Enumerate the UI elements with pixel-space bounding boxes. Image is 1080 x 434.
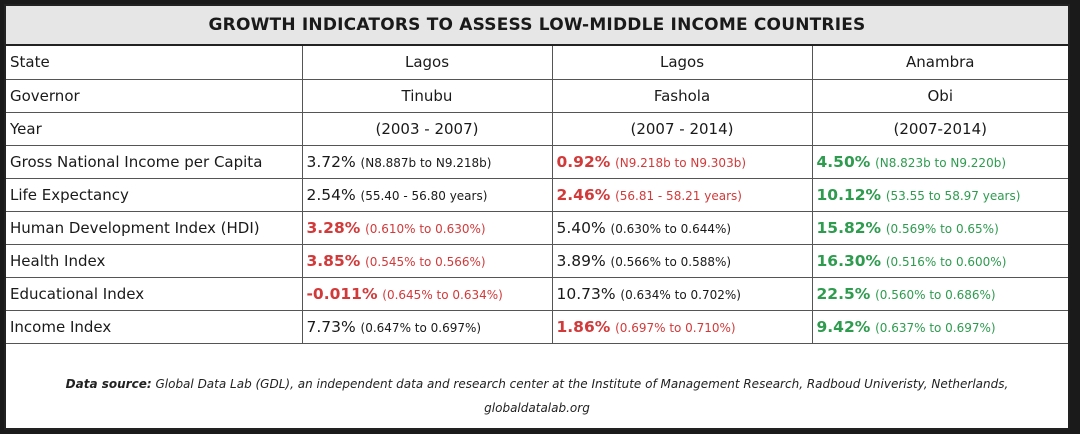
header-cell: Lagos (302, 46, 553, 80)
percent-value: 10.12% (816, 185, 882, 204)
indicator-table: State Lagos Lagos Anambra Governor Tinubu Fash… (6, 46, 1068, 344)
range-value: (N9.218b to N9.303b) (615, 155, 746, 170)
data-source-note: Data source: Global Data Lab (GDL), an i… (6, 372, 1068, 420)
row-label: Health Index (6, 244, 303, 278)
value-cell: 3.85% (0.545% to 0.566%) (302, 244, 553, 278)
percent-value: 3.72% (306, 152, 356, 171)
range-value: (0.560% to 0.686%) (875, 287, 996, 302)
row-label: Year (6, 112, 303, 146)
range-value: (0.610% to 0.630%) (365, 221, 486, 236)
value-cell: 3.28% (0.610% to 0.630%) (302, 211, 553, 245)
table-title: GROWTH INDICATORS TO ASSESS LOW-MIDDLE I… (6, 6, 1068, 46)
percent-value: 7.73% (306, 317, 356, 336)
header-cell: (2007 - 2014) (552, 112, 813, 146)
range-value: (0.645% to 0.634%) (382, 287, 503, 302)
value-cell: 3.89% (0.566% to 0.588%) (552, 244, 813, 278)
indicator-table-card: GROWTH INDICATORS TO ASSESS LOW-MIDDLE I… (4, 4, 1070, 430)
range-value: (0.630% to 0.644%) (610, 221, 732, 236)
row-label: Human Development Index (HDI) (6, 211, 303, 245)
table-row: Income Index 7.73% (0.647% to 0.697%) 1.86… (6, 310, 1068, 344)
table-row: State Lagos Lagos Anambra (6, 46, 1068, 80)
value-cell: 2.54% (55.40 - 56.80 years) (302, 178, 553, 212)
row-label: Gross National Income per Capita (6, 145, 303, 179)
row-label: Educational Index (6, 277, 303, 311)
percent-value: 2.46% (556, 185, 611, 204)
percent-value: 3.89% (556, 251, 606, 270)
table-row: Health Index 3.85% (0.545% to 0.566%) 3.89… (6, 244, 1068, 278)
source-prefix: Data source: (65, 377, 152, 391)
value-cell: 2.46% (56.81 - 58.21 years) (552, 178, 813, 212)
range-value: (N8.887b to N9.218b) (360, 155, 492, 170)
table-row: Governor Tinubu Fashola Obi (6, 79, 1068, 113)
percent-value: -0.011% (306, 284, 378, 303)
percent-value: 10.73% (556, 284, 616, 303)
percent-value: 22.5% (816, 284, 871, 303)
range-value: (0.569% to 0.65%) (885, 221, 999, 236)
header-cell: Obi (812, 79, 1068, 113)
percent-value: 9.42% (816, 317, 871, 336)
header-cell: Lagos (552, 46, 813, 80)
range-value: (55.40 - 56.80 years) (360, 188, 488, 203)
range-value: (56.81 - 58.21 years) (615, 188, 742, 203)
row-label: Income Index (6, 310, 303, 344)
percent-value: 4.50% (816, 152, 871, 171)
table-row: Life Expectancy 2.54% (55.40 - 56.80 year… (6, 178, 1068, 212)
value-cell: 22.5% (0.560% to 0.686%) (812, 277, 1068, 311)
percent-value: 15.82% (816, 218, 882, 237)
value-cell: -0.011% (0.645% to 0.634%) (302, 277, 553, 311)
range-value: (0.637% to 0.697%) (875, 320, 996, 335)
value-cell: 10.73% (0.634% to 0.702%) (552, 277, 813, 311)
range-value: (0.647% to 0.697%) (360, 320, 482, 335)
range-value: (0.516% to 0.600%) (885, 254, 1007, 269)
header-cell: Fashola (552, 79, 813, 113)
table-body: State Lagos Lagos Anambra Governor Tinubu Fash… (6, 46, 1068, 344)
percent-value: 2.54% (306, 185, 356, 204)
range-value: (0.545% to 0.566%) (365, 254, 486, 269)
value-cell: 15.82% (0.569% to 0.65%) (812, 211, 1068, 245)
table-row: Year (2003 - 2007) (2007 - 2014) (2007-2014… (6, 112, 1068, 146)
value-cell: 4.50% (N8.823b to N9.220b) (812, 145, 1068, 179)
value-cell: 10.12% (53.55 to 58.97 years) (812, 178, 1068, 212)
percent-value: 0.92% (556, 152, 611, 171)
percent-value: 3.28% (306, 218, 361, 237)
range-value: (N8.823b to N9.220b) (875, 155, 1006, 170)
value-cell: 9.42% (0.637% to 0.697%) (812, 310, 1068, 344)
range-value: (0.697% to 0.710%) (615, 320, 736, 335)
percent-value: 16.30% (816, 251, 882, 270)
table-row: Human Development Index (HDI) 3.28% (0.61… (6, 211, 1068, 245)
percent-value: 5.40% (556, 218, 606, 237)
header-cell: (2007-2014) (812, 112, 1068, 146)
header-cell: (2003 - 2007) (302, 112, 553, 146)
value-cell: 3.72% (N8.887b to N9.218b) (302, 145, 553, 179)
value-cell: 7.73% (0.647% to 0.697%) (302, 310, 553, 344)
header-cell: Tinubu (302, 79, 553, 113)
row-label: Governor (6, 79, 303, 113)
value-cell: 5.40% (0.630% to 0.644%) (552, 211, 813, 245)
value-cell: 1.86% (0.697% to 0.710%) (552, 310, 813, 344)
row-label: State (6, 46, 303, 80)
value-cell: 0.92% (N9.218b to N9.303b) (552, 145, 813, 179)
table-row: Educational Index -0.011% (0.645% to 0.63… (6, 277, 1068, 311)
source-url: globaldatalab.org (484, 401, 590, 415)
range-value: (0.634% to 0.702%) (620, 287, 741, 302)
percent-value: 1.86% (556, 317, 611, 336)
range-value: (0.566% to 0.588%) (610, 254, 732, 269)
header-cell: Anambra (812, 46, 1068, 80)
row-label: Life Expectancy (6, 178, 303, 212)
percent-value: 3.85% (306, 251, 361, 270)
range-value: (53.55 to 58.97 years) (885, 188, 1021, 203)
table-row: Gross National Income per Capita 3.72% (N… (6, 145, 1068, 179)
source-text: Global Data Lab (GDL), an independent da… (155, 377, 1009, 391)
value-cell: 16.30% (0.516% to 0.600%) (812, 244, 1068, 278)
